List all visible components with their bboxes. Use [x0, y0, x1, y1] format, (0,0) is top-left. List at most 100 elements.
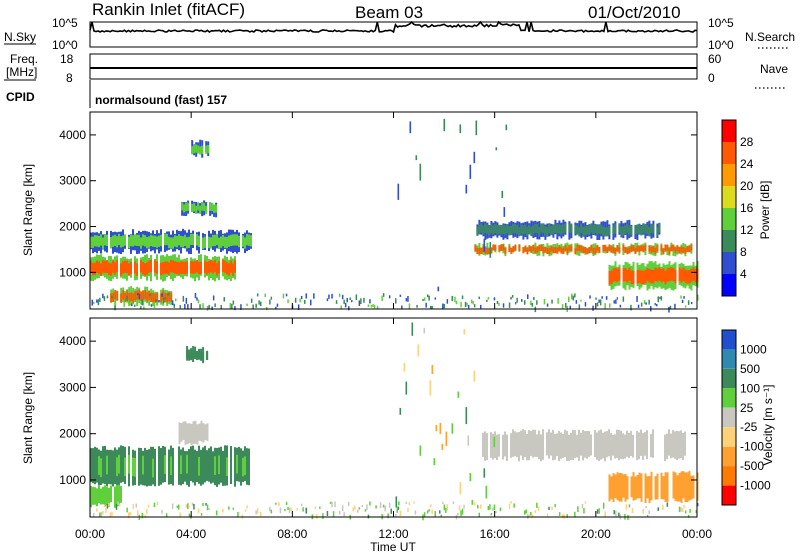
- noise-left-tick-bottom: 10^0: [52, 38, 78, 52]
- colorbar-label: 24: [740, 157, 754, 171]
- xtick-label: 08:00: [277, 527, 307, 541]
- colorbar-label: 500: [740, 362, 760, 376]
- power-region: [90, 254, 236, 282]
- freq-right-tick-bottom: 0: [708, 71, 715, 85]
- power-cbar-title: Power [dB]: [758, 181, 772, 240]
- power-yticks: 1000 2000 3000 4000: [59, 128, 697, 279]
- colorbar-label: 20: [740, 179, 754, 193]
- noise-right-tick-top: 10^5: [708, 16, 734, 30]
- ytick-label: 1000: [59, 473, 86, 487]
- freq-panel: Freq. [MHz] 18 8 60 0 Nave: [4, 52, 788, 89]
- velocity-yticks: 1000 2000 3000 4000: [59, 334, 697, 487]
- power-region: [397, 118, 508, 302]
- beam-title: Beam 03: [355, 3, 423, 22]
- nave-label: Nave: [760, 62, 788, 76]
- colorbar-frame: [721, 119, 737, 297]
- xtick-label: 00:00: [75, 527, 105, 541]
- colorbar-label: 16: [740, 201, 754, 215]
- power-data: [90, 118, 699, 313]
- freq-left-tick-bottom: 8: [66, 71, 73, 85]
- colorbar-label: 12: [740, 223, 754, 237]
- cpid-text: normalsound (fast) 157: [95, 93, 227, 107]
- cpid-label: CPID: [6, 90, 35, 104]
- velocity-data: [90, 322, 699, 521]
- colorbar-swatch: [722, 330, 736, 350]
- power-region: [474, 242, 693, 257]
- colorbar-frame: [721, 329, 737, 506]
- noise-right-tick-bottom: 10^0: [708, 38, 734, 52]
- x-axis-ticks: 00:00 04:00 08:00 12:00 16:00 20:00 00:00: [75, 112, 712, 541]
- xtick-label: 04:00: [176, 527, 206, 541]
- noise-left-label: N.Sky: [4, 30, 36, 44]
- power-near-range-echoes: [91, 293, 699, 313]
- velocity-region: [395, 322, 496, 510]
- freq-label-2: [MHz]: [6, 65, 37, 79]
- colorbar-label: -1000: [740, 479, 771, 493]
- colorbar-swatch: [722, 252, 736, 274]
- colorbar-label: 8: [740, 245, 747, 259]
- colorbar-swatch: [722, 407, 736, 428]
- freq-label-1: Freq.: [10, 52, 38, 66]
- xtick-label: 00:00: [682, 527, 712, 541]
- colorbar-swatch: [722, 466, 736, 486]
- noise-right-label: N.Search: [745, 30, 795, 44]
- power-colorbar: 4 8 12 16 20 24 28: [721, 119, 754, 297]
- ytick-label: 4000: [59, 334, 86, 348]
- velocity-region: [178, 420, 209, 446]
- velocity-ylabel: Slant Range [km]: [21, 372, 35, 464]
- colorbar-swatch: [722, 274, 736, 296]
- power-region: [90, 228, 252, 254]
- noise-panel: N.Sky 10^5 10^0 10^5 10^0 N.Search: [4, 16, 795, 52]
- noise-left-tick-top: 10^5: [52, 16, 78, 30]
- colorbar-swatch: [722, 230, 736, 252]
- station-title: Rankin Inlet (fitACF): [92, 0, 245, 19]
- velocity-region: [186, 346, 209, 364]
- colorbar-swatch: [722, 349, 736, 369]
- colorbar-swatch: [722, 208, 736, 230]
- ytick-label: 2000: [59, 427, 86, 441]
- colorbar-swatch: [722, 446, 736, 467]
- velocity-region: [482, 429, 686, 462]
- freq-left-tick-top: 18: [60, 52, 74, 66]
- colorbar-swatch: [722, 120, 736, 142]
- colorbar-label: 28: [740, 135, 754, 149]
- power-region: [181, 200, 218, 218]
- colorbar-label: 100: [740, 381, 760, 395]
- date-title: 01/Oct/2010: [588, 3, 681, 22]
- freq-right-tick-top: 60: [708, 52, 722, 66]
- x-axis-title: Time UT: [370, 540, 416, 554]
- power-region: [110, 286, 173, 307]
- colorbar-label: -500: [740, 459, 764, 473]
- colorbar-label: -25: [740, 420, 758, 434]
- cpid-panel: CPID normalsound (fast) 157: [6, 80, 227, 108]
- ytick-label: 1000: [59, 265, 86, 279]
- colorbar-swatch: [722, 427, 736, 447]
- noise-trace: [89, 20, 698, 34]
- ytick-label: 4000: [59, 128, 86, 142]
- colorbar-swatch: [722, 142, 736, 164]
- colorbar-swatch: [722, 485, 736, 505]
- colorbar-swatch: [722, 388, 736, 408]
- xtick-label: 20:00: [581, 527, 611, 541]
- xtick-label: 12:00: [378, 527, 408, 541]
- xtick-label: 16:00: [480, 527, 510, 541]
- power-region: [476, 219, 661, 241]
- velocity-region: [608, 470, 699, 504]
- power-region: [608, 260, 699, 291]
- velocity-colorbar: 1000 500 100 25 -25 -100 -500 -1000: [721, 329, 771, 506]
- colorbar-label: -100: [740, 440, 764, 454]
- power-ylabel: Slant Range [km]: [21, 164, 35, 256]
- ytick-label: 3000: [59, 380, 86, 394]
- velocity-region: [90, 445, 250, 487]
- colorbar-swatch: [722, 164, 736, 186]
- power-region: [191, 139, 210, 158]
- velocity-cbar-title: Velocity [m s⁻¹]: [761, 384, 775, 465]
- colorbar-swatch: [722, 368, 736, 389]
- velocity-panel: Slant Range [km] 1000 2000 3000 4000 1000 50…: [21, 317, 775, 521]
- ytick-label: 2000: [59, 220, 86, 234]
- colorbar-label: 4: [740, 267, 747, 281]
- power-panel: Slant Range [km] 1000 2000 3000 4000 4 8 12 16…: [21, 111, 772, 313]
- colorbar-label: 1000: [740, 342, 767, 356]
- velocity-region: [90, 484, 122, 508]
